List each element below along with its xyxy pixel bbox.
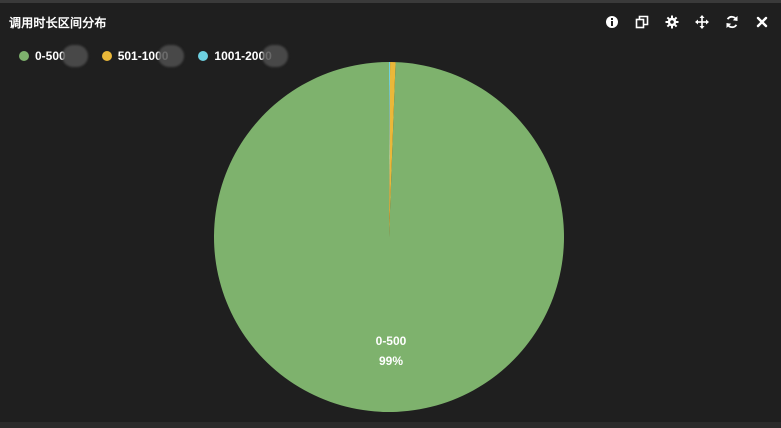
legend-item-501-1000[interactable]: 501-1000 bbox=[101, 45, 185, 67]
copy-icon[interactable] bbox=[633, 13, 651, 31]
panel-toolbar bbox=[603, 13, 771, 31]
legend-dot-0-500 bbox=[19, 51, 29, 61]
pie-slice-0-500[interactable] bbox=[214, 62, 565, 412]
gear-icon[interactable] bbox=[663, 13, 681, 31]
refresh-icon[interactable] bbox=[723, 13, 741, 31]
legend-dot-1001-2000 bbox=[198, 51, 209, 61]
slice-label-percent: 99% bbox=[379, 354, 403, 368]
legend-label-1001-2000: 1001-2000 bbox=[214, 49, 272, 63]
panel-top-border bbox=[0, 0, 781, 3]
pie-slice-1001-2000[interactable] bbox=[389, 62, 391, 237]
move-icon[interactable] bbox=[693, 13, 711, 31]
legend-label-0-500: 0-500 bbox=[35, 49, 66, 63]
legend-label-501-1000: 501-1000 bbox=[117, 49, 169, 63]
legend-redaction bbox=[61, 45, 88, 67]
panel-bottom-border bbox=[0, 422, 781, 428]
legend-redaction bbox=[158, 45, 185, 67]
panel-title: 调用时长区间分布 bbox=[9, 16, 107, 30]
close-icon[interactable] bbox=[753, 13, 771, 31]
legend-item-0-500[interactable]: 0-500 bbox=[19, 45, 88, 67]
legend-redaction bbox=[261, 45, 288, 67]
pie-slice-501-1000[interactable] bbox=[389, 62, 396, 238]
info-icon[interactable] bbox=[603, 13, 621, 31]
legend-item-1001-2000[interactable]: 1001-2000 bbox=[198, 45, 288, 67]
legend-dot-501-1000 bbox=[101, 51, 112, 61]
chart-legend: 0-500 501-1000 1001-2000 bbox=[19, 45, 302, 67]
slice-label-name: 0-500 bbox=[376, 334, 407, 348]
